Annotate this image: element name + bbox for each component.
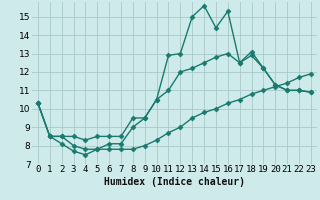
X-axis label: Humidex (Indice chaleur): Humidex (Indice chaleur) bbox=[104, 177, 245, 187]
